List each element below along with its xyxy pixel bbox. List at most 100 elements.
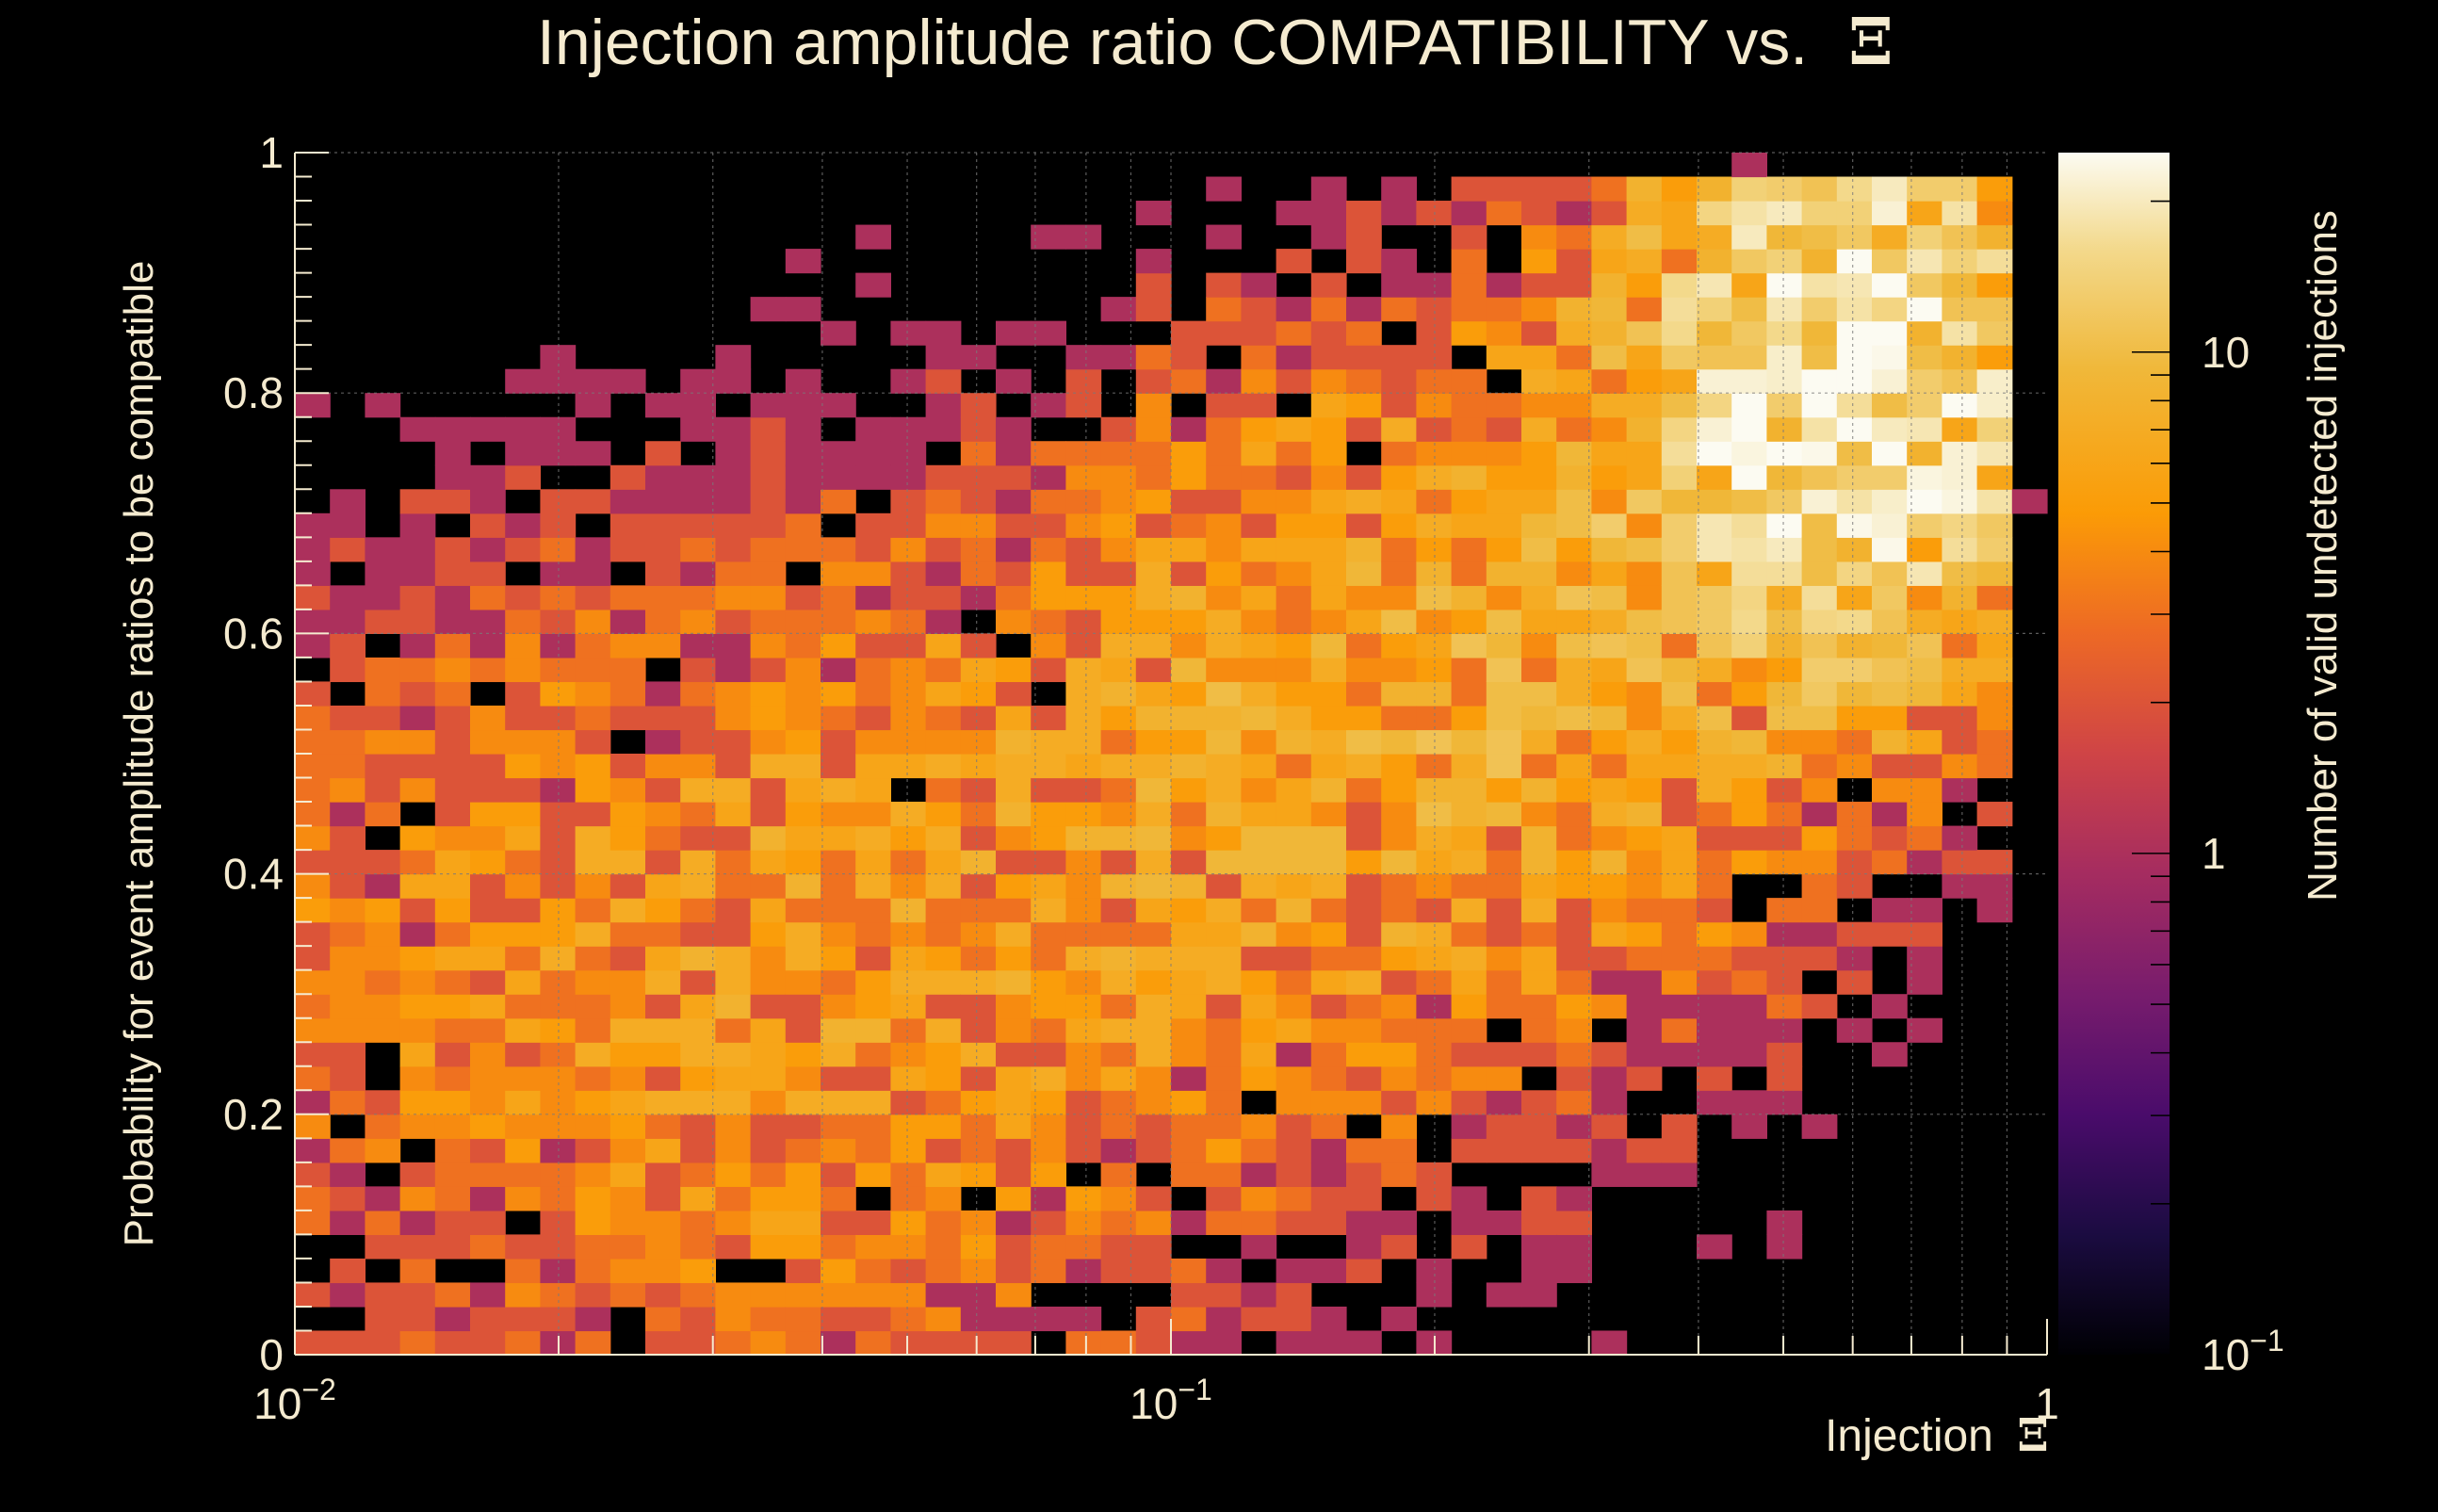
heatmap-cell (1872, 609, 1908, 634)
heatmap-cell (821, 464, 856, 490)
heatmap-cell (1661, 777, 1698, 803)
heatmap-cell (1521, 368, 1557, 394)
heatmap-cell (1100, 297, 1137, 322)
heatmap-cell (1451, 1138, 1487, 1163)
heatmap-cell (1031, 320, 1066, 346)
heatmap-cell (996, 946, 1032, 971)
heatmap-cell (1381, 561, 1417, 586)
heatmap-cell (1661, 441, 1698, 466)
heatmap-cell (645, 969, 681, 995)
heatmap-cell (1836, 802, 1873, 827)
heatmap-cell (925, 1090, 962, 1115)
heatmap-cell (1206, 1162, 1242, 1187)
heatmap-cell (680, 921, 716, 947)
heatmap-cell (1697, 272, 1732, 298)
heatmap-cell (365, 898, 401, 923)
heatmap-cell (540, 1258, 577, 1284)
heatmap-cell (925, 393, 962, 418)
heatmap-cell (1276, 609, 1312, 634)
heatmap-cell (855, 1258, 891, 1284)
heatmap-cell (1836, 754, 1873, 779)
heatmap-cell (399, 994, 436, 1019)
heatmap-cell (1206, 1210, 1242, 1235)
heatmap-cell (785, 1330, 821, 1356)
heatmap-cell (1451, 1042, 1487, 1067)
heatmap-cell (1661, 489, 1698, 514)
heatmap-cell (399, 657, 436, 683)
heatmap-cell (890, 873, 927, 899)
heatmap-cell (1135, 705, 1172, 731)
heatmap-cell (330, 1042, 366, 1067)
heatmap-cell (785, 946, 821, 971)
heatmap-cell (1801, 802, 1838, 827)
heatmap-cell (1556, 633, 1592, 658)
heatmap-cell (1872, 1042, 1908, 1067)
heatmap-cell (1451, 609, 1487, 634)
y-tick-label: 0.8 (223, 368, 284, 417)
heatmap-cell (680, 729, 716, 755)
heatmap-cell (1310, 489, 1347, 514)
heatmap-cell (1065, 345, 1102, 370)
heatmap-cell (1872, 393, 1908, 418)
heatmap-cell (1556, 393, 1592, 418)
heatmap-cell (1065, 368, 1102, 394)
heatmap-cell (1171, 512, 1207, 538)
heatmap-cell (505, 1186, 541, 1211)
heatmap-cell (1521, 1017, 1557, 1043)
heatmap-cell (1346, 633, 1382, 658)
heatmap-cell (1801, 489, 1838, 514)
heatmap-cell (1206, 657, 1242, 683)
heatmap-cell (925, 969, 962, 995)
heatmap-cell (1381, 1234, 1417, 1260)
heatmap-cell (1626, 825, 1663, 851)
heatmap-cell (1065, 441, 1102, 466)
heatmap-cell (1206, 1138, 1242, 1163)
heatmap-cell (1310, 297, 1347, 322)
heatmap-cell (1135, 802, 1172, 827)
heatmap-cell (365, 585, 401, 610)
heatmap-cell (1731, 416, 1767, 442)
heatmap-cell (330, 633, 366, 658)
heatmap-cell (996, 537, 1032, 562)
heatmap-cell (610, 754, 646, 779)
heatmap-cell (1591, 850, 1628, 875)
heatmap-cell (821, 1114, 856, 1139)
heatmap-cell (960, 1090, 997, 1115)
heatmap-cell (575, 489, 611, 514)
heatmap-cell (295, 754, 331, 779)
heatmap-cell (1486, 585, 1522, 610)
heatmap-cell (1697, 969, 1732, 995)
heatmap-cell (1521, 633, 1557, 658)
heatmap-cell (996, 873, 1032, 899)
heatmap-cell (1346, 969, 1382, 995)
heatmap-cell (1766, 921, 1803, 947)
heatmap-cell (1276, 561, 1312, 586)
heatmap-cell (1135, 921, 1172, 947)
heatmap-cell (1276, 1210, 1312, 1235)
heatmap-cell (1766, 320, 1803, 346)
heatmap-cell (821, 705, 856, 731)
heatmap-cell (1591, 1114, 1628, 1139)
heatmap-cell (1626, 176, 1663, 202)
heatmap-cell (925, 825, 962, 851)
heatmap-cell (750, 561, 787, 586)
heatmap-cell (785, 368, 821, 394)
heatmap-cell (1346, 754, 1382, 779)
heatmap-cell (1276, 1090, 1312, 1115)
heatmap-cell (855, 898, 891, 923)
heatmap-cell (1310, 537, 1347, 562)
heatmap-cell (1346, 921, 1382, 947)
heatmap-cell (1942, 224, 1978, 250)
heatmap-cell (1626, 297, 1663, 322)
heatmap-cell (1451, 969, 1487, 995)
heatmap-cell (750, 609, 787, 634)
heatmap-cell (890, 561, 927, 586)
heatmap-cell (925, 561, 962, 586)
heatmap-cell (1731, 201, 1767, 226)
heatmap-cell (399, 754, 436, 779)
heatmap-cell (996, 850, 1032, 875)
heatmap-cell (1416, 705, 1453, 731)
heatmap-cell (470, 416, 506, 442)
heatmap-cell (1801, 921, 1838, 947)
heatmap-cell (1591, 585, 1628, 610)
